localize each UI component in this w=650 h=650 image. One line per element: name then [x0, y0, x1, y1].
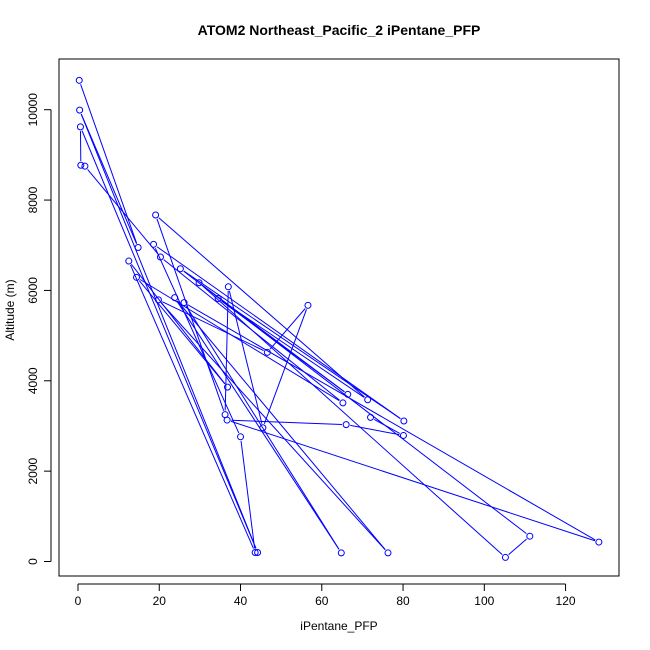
- data-point: [237, 433, 245, 441]
- series-segment: [138, 280, 226, 385]
- series-segment: [80, 113, 137, 244]
- data-point: [339, 399, 347, 407]
- data-point: [263, 348, 271, 356]
- series-segment: [373, 418, 401, 434]
- data-point: [501, 553, 509, 561]
- series-segment: [160, 302, 386, 551]
- series-segment: [187, 304, 596, 541]
- x-tick-label: 120: [556, 594, 576, 608]
- data-point: [342, 421, 350, 429]
- series-segment: [263, 309, 307, 424]
- series-segment: [231, 419, 342, 425]
- series-segment: [87, 169, 159, 255]
- series-segment: [158, 217, 365, 398]
- x-axis-label: iPentane_PFP: [300, 619, 377, 633]
- data-point: [75, 76, 83, 84]
- data-point: [152, 211, 160, 219]
- data-point: [224, 283, 232, 291]
- y-axis-label: Altitude (m): [3, 279, 17, 340]
- series-segment: [154, 247, 240, 434]
- chart-title: ATOM2 Northeast_Pacific_2 iPentane_PFP: [198, 22, 481, 38]
- y-tick-label: 2000: [26, 457, 40, 484]
- data-point: [526, 532, 534, 540]
- x-tick-label: 100: [474, 594, 494, 608]
- data-point: [154, 296, 162, 304]
- series-segment: [177, 300, 386, 551]
- series-segment: [81, 130, 257, 549]
- series-segment: [230, 420, 596, 542]
- data-point: [156, 253, 164, 261]
- series-segment: [508, 538, 527, 556]
- data-point: [344, 390, 352, 398]
- data-point: [180, 299, 188, 307]
- series-segment: [139, 279, 340, 402]
- data-point: [399, 431, 407, 439]
- data-point: [125, 257, 133, 265]
- data-point: [81, 162, 89, 170]
- series-segment: [221, 300, 365, 398]
- data-point: [76, 106, 84, 114]
- series-segment: [162, 301, 264, 351]
- data-point: [134, 243, 142, 251]
- series-segment: [269, 308, 306, 350]
- data-point: [133, 273, 141, 281]
- y-axis: 0 2000 4000 6000 8000 10000: [26, 93, 52, 565]
- series-segment: [350, 424, 400, 436]
- x-tick-label: 0: [75, 594, 82, 608]
- data-point: [77, 161, 85, 169]
- series-segment: [221, 300, 345, 393]
- data-point: [367, 413, 375, 421]
- y-tick-label: 6000: [26, 277, 40, 304]
- data-point: [171, 294, 179, 302]
- data-point: [76, 123, 84, 131]
- plot-box: [58, 58, 620, 577]
- data-point: [400, 417, 408, 425]
- data-point: [195, 279, 203, 287]
- data-point: [150, 240, 158, 248]
- x-tick-label: 80: [396, 594, 410, 608]
- y-tick-label: 4000: [26, 367, 40, 394]
- y-tick-label: 0: [26, 558, 40, 565]
- data-point: [304, 301, 312, 309]
- series-segment: [80, 84, 138, 244]
- x-axis: 0 20 40 60 80 100 120: [75, 583, 576, 608]
- data-point: [259, 424, 267, 432]
- data-point: [595, 538, 603, 546]
- series-segment: [130, 264, 226, 385]
- series-segment: [80, 113, 257, 549]
- series-segment: [129, 264, 254, 549]
- y-tick-label: 10000: [26, 93, 40, 127]
- data-point: [214, 295, 222, 303]
- series-segment: [224, 290, 229, 411]
- series-segment: [185, 305, 340, 550]
- series-segment: [240, 440, 256, 549]
- x-tick-label: 60: [315, 594, 329, 608]
- series-segment: [156, 246, 401, 419]
- series-segment: [201, 285, 503, 556]
- series-lines: [79, 84, 596, 556]
- series-points: [75, 76, 603, 561]
- x-tick-label: 40: [234, 594, 248, 608]
- data-point: [251, 548, 259, 556]
- series-segment: [228, 290, 263, 424]
- data-point: [224, 383, 232, 391]
- data-point: [254, 548, 262, 556]
- x-tick-label: 20: [153, 594, 167, 608]
- series-segment: [176, 300, 340, 550]
- data-point: [364, 396, 372, 404]
- data-point: [337, 549, 345, 557]
- data-point: [384, 549, 392, 557]
- data-point: [223, 416, 231, 424]
- data-point: [176, 265, 184, 273]
- y-tick-label: 8000: [26, 186, 40, 213]
